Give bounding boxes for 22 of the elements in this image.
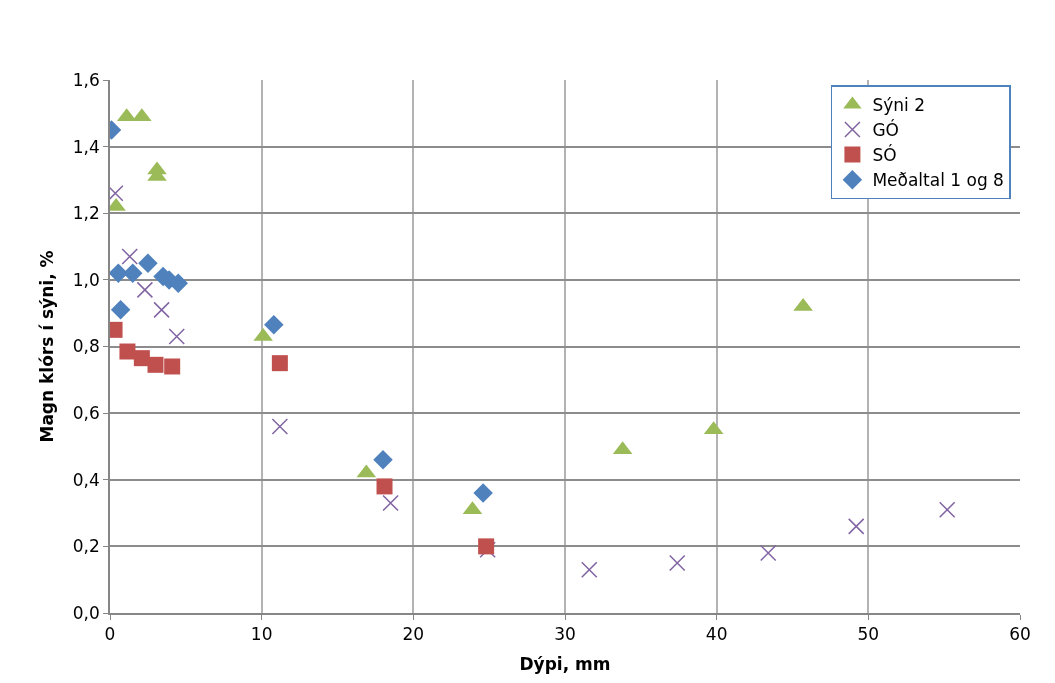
y-tick-label: 1,4 [72, 136, 100, 157]
x-tick-label: 40 [705, 624, 728, 645]
x-tick-label: 50 [857, 624, 880, 645]
x-tick-label: 0 [104, 624, 116, 645]
legend-label: GÓ [872, 119, 899, 141]
legend-label: SÓ [872, 144, 897, 166]
y-tick-label: 0,6 [72, 403, 100, 424]
x-tick-label: 20 [402, 624, 425, 645]
y-tick-label: 0,0 [72, 602, 100, 623]
y-tick-label: 1,6 [72, 69, 100, 90]
legend-label: Meðaltal 1 og 8 [872, 170, 1004, 191]
y-tick-label: 0,4 [72, 469, 100, 490]
x-axis-title: Dýpi, mm [519, 654, 611, 675]
legend-label: Sýni 2 [872, 95, 925, 116]
x-tick-label: 10 [250, 624, 273, 645]
x-tick-label: 60 [1009, 624, 1031, 645]
y-axis-title: Magn klórs í sýni, % [36, 250, 57, 443]
y-tick-label: 1,0 [72, 269, 100, 290]
x-tick-label: 30 [554, 624, 576, 645]
y-tick-label: 0,8 [72, 336, 100, 357]
y-tick-label: 1,2 [72, 203, 100, 224]
y-tick-label: 0,2 [72, 536, 100, 557]
